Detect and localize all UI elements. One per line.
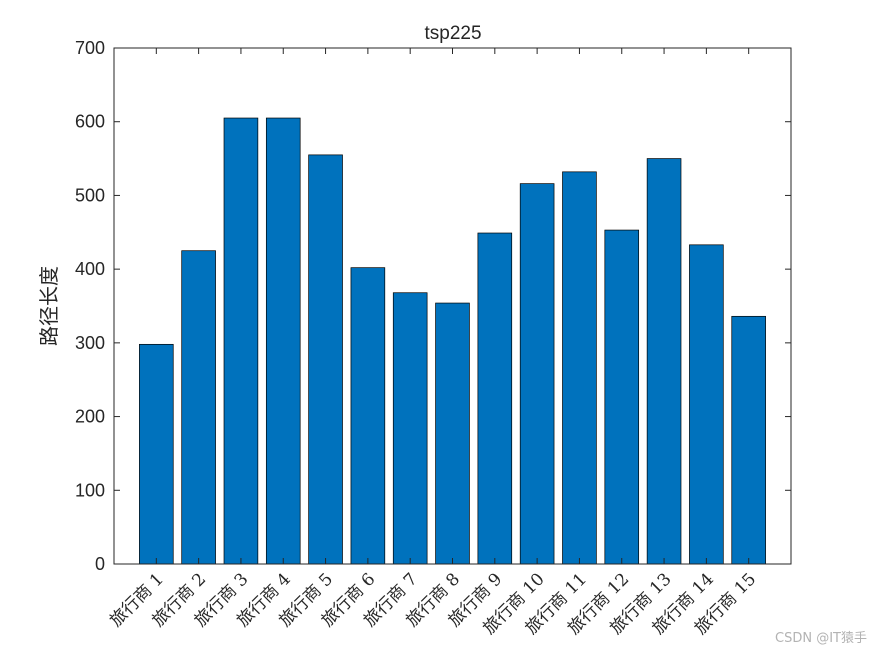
bar [139, 343, 174, 565]
y-tick-label: 100 [75, 480, 105, 500]
bar [350, 267, 386, 565]
bar [731, 315, 766, 565]
bar [435, 302, 470, 565]
bar [646, 158, 682, 565]
bar [181, 250, 216, 565]
bar [477, 232, 513, 565]
bar [392, 292, 428, 565]
bar [689, 244, 724, 565]
y-tick-label: 400 [75, 259, 105, 279]
y-tick-label: 200 [75, 407, 105, 427]
bar [562, 171, 597, 565]
y-tick-label: 700 [75, 38, 105, 58]
bar [519, 183, 555, 565]
y-tick-label: 600 [75, 112, 105, 132]
bar [265, 117, 301, 565]
y-tick-label: 0 [95, 554, 105, 574]
chart-title: tsp225 [424, 23, 481, 44]
watermark-text: CSDN @IT猿手 [775, 631, 867, 646]
y-tick-label: 300 [75, 333, 105, 353]
y-axis-label: 路径长度 [37, 266, 61, 346]
bar [308, 154, 343, 565]
bar [604, 229, 640, 565]
bar [223, 117, 259, 565]
y-tick-label: 500 [75, 185, 105, 205]
